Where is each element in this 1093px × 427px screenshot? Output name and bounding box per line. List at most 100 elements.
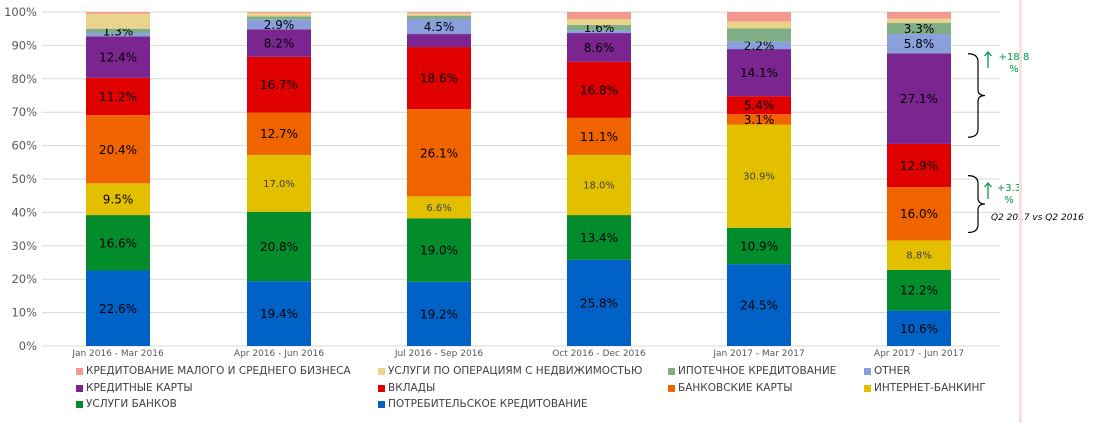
bar-segment (86, 36, 150, 78)
bar-segment (86, 12, 150, 14)
x-tick-label: Jan 2016 - Mar 2016 (71, 349, 164, 359)
data-label: 18.6% (420, 72, 458, 86)
bar-segment (887, 143, 951, 188)
bar-segment (86, 115, 150, 184)
data-label: 8.8% (906, 251, 931, 262)
arrow-upper-head (984, 51, 992, 57)
bar-segment (887, 34, 951, 54)
bar-segment (887, 18, 951, 24)
bar-segment (86, 28, 150, 34)
bar-segment (887, 187, 951, 241)
y-tick-label: 70% (11, 105, 37, 119)
bar-segment (86, 77, 150, 116)
arrow-lower-head (984, 182, 992, 188)
bar-segment (887, 310, 951, 346)
data-label: 16.0% (900, 207, 938, 221)
data-label: 12.4% (99, 51, 137, 65)
bar-segment (247, 211, 311, 282)
bar-segment (247, 56, 311, 113)
data-label: 12.9% (900, 159, 938, 173)
bar-segment (407, 13, 471, 16)
y-tick-label: 10% (11, 306, 37, 320)
x-tick-label: Jan 2017 - Mar 2017 (712, 349, 804, 359)
data-label: 22.6% (99, 302, 137, 316)
x-tick-label: Jul 2016 - Sep 2016 (394, 349, 484, 359)
data-label: 8.6% (584, 41, 615, 55)
bar-segment (567, 30, 631, 34)
data-label: 19.0% (420, 244, 458, 258)
bar-segment (407, 47, 471, 110)
x-tick-label: Apr 2016 - Jun 2016 (234, 349, 324, 359)
annotation-caption: Q2 2017 vs Q2 2016 (991, 213, 1084, 223)
bar-segment (567, 19, 631, 26)
y-tick-label: 50% (11, 172, 37, 186)
data-label: 10.9% (740, 239, 778, 253)
y-tick-label: 30% (11, 239, 37, 253)
bar-segment (887, 12, 951, 19)
bar-segment (887, 269, 951, 311)
bar-segment (407, 281, 471, 346)
bar-segment (247, 16, 311, 20)
bar-segment (407, 218, 471, 282)
annotation-upper-value: +18.8 (999, 52, 1030, 63)
data-label: 24.5% (740, 299, 778, 313)
x-tick-label: Oct 2016 - Dec 2016 (552, 349, 646, 359)
data-label: 16.8% (580, 83, 618, 97)
data-label: 5.4% (744, 99, 775, 113)
bar-segment (727, 264, 791, 346)
bar-segment (407, 109, 471, 197)
bar-segment (247, 12, 311, 14)
data-label: 25.8% (580, 296, 618, 310)
y-tick-label: 20% (11, 272, 37, 286)
bar-segment (727, 12, 791, 22)
data-label: 2.9% (264, 18, 295, 32)
bar-segment (887, 240, 951, 270)
bar-segment (727, 49, 791, 97)
data-label: 10.6% (900, 322, 938, 336)
data-label: 20.4% (99, 143, 137, 157)
bar-segment (567, 25, 631, 31)
bar-segment (727, 28, 791, 42)
bar-segment (567, 61, 631, 118)
data-label: 30.9% (743, 172, 775, 183)
bar-segment (407, 12, 471, 14)
bar-segment (887, 23, 951, 35)
annotation-lower-unit: % (1004, 195, 1014, 206)
bar-segment (567, 215, 631, 260)
data-label: 16.6% (99, 236, 137, 250)
bar-segment (567, 12, 631, 20)
bar-segment (86, 33, 150, 37)
bar-segment (407, 15, 471, 20)
bar-segment (567, 259, 631, 346)
data-label: 19.4% (260, 307, 298, 321)
bar-segment (887, 53, 951, 144)
data-label: 11.2% (99, 90, 137, 104)
data-label: 18.0% (583, 181, 615, 192)
brace-upper (967, 53, 986, 138)
bar-segment (247, 154, 311, 212)
data-label: 13.4% (580, 231, 618, 245)
bar-segment (567, 117, 631, 155)
y-tick-label: 90% (11, 38, 37, 52)
brace-lower (967, 175, 986, 234)
bar-segment (86, 270, 150, 346)
annotation-upper-unit: % (1009, 64, 1019, 75)
bar-segment (407, 34, 471, 48)
bar-segment (247, 13, 311, 17)
data-label: 3.3% (904, 22, 935, 36)
data-label: 19.2% (420, 307, 458, 321)
bar-segment (727, 21, 791, 29)
data-label: 17.0% (263, 179, 295, 190)
bar-segment (567, 154, 631, 216)
bar-segment (247, 29, 311, 57)
data-label: 14.1% (740, 66, 778, 80)
bar-segment (727, 41, 791, 50)
bar-segment (727, 124, 791, 228)
y-tick-label: 0% (19, 339, 37, 353)
data-label: 11.1% (580, 130, 618, 144)
data-label: 8.2% (264, 37, 295, 51)
y-tick-label: 60% (11, 139, 37, 153)
data-label: 16.7% (260, 78, 298, 92)
bar-segment (247, 19, 311, 30)
